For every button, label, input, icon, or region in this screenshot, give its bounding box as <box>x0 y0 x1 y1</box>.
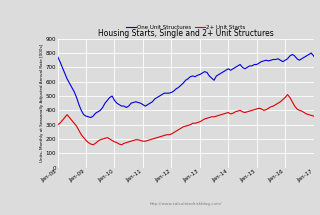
Text: http://www.calculatedriskblog.com/: http://www.calculatedriskblog.com/ <box>149 202 222 206</box>
One Unit Structures <box>89 116 93 119</box>
2+ Unit Starts <box>314 115 318 118</box>
One Unit Structures <box>262 60 266 62</box>
Y-axis label: Units, Monthly at Seasonally Adjusted Annual Rate [000s]: Units, Monthly at Seasonally Adjusted An… <box>40 44 44 162</box>
Line: 2+ Unit Starts: 2+ Unit Starts <box>58 95 320 145</box>
One Unit Structures <box>314 57 318 60</box>
2+ Unit Starts <box>236 110 240 112</box>
Legend: One Unit Structures, 2+ Unit Starts: One Unit Structures, 2+ Unit Starts <box>125 25 246 31</box>
2+ Unit Starts <box>56 123 60 126</box>
One Unit Structures <box>150 100 154 103</box>
2+ Unit Starts <box>286 93 290 96</box>
One Unit Structures <box>319 62 320 64</box>
One Unit Structures <box>248 65 252 67</box>
Line: One Unit Structures: One Unit Structures <box>58 53 320 118</box>
One Unit Structures <box>205 71 209 74</box>
2+ Unit Starts <box>319 113 320 116</box>
2+ Unit Starts <box>262 109 266 112</box>
2+ Unit Starts <box>248 110 252 112</box>
2+ Unit Starts <box>205 117 209 120</box>
2+ Unit Starts <box>150 138 154 140</box>
One Unit Structures <box>309 52 313 54</box>
One Unit Structures <box>236 65 240 67</box>
Title: Housing Starts, Single and 2+ Unit Structures: Housing Starts, Single and 2+ Unit Struc… <box>98 29 274 38</box>
2+ Unit Starts <box>91 143 95 146</box>
One Unit Structures <box>56 55 60 58</box>
